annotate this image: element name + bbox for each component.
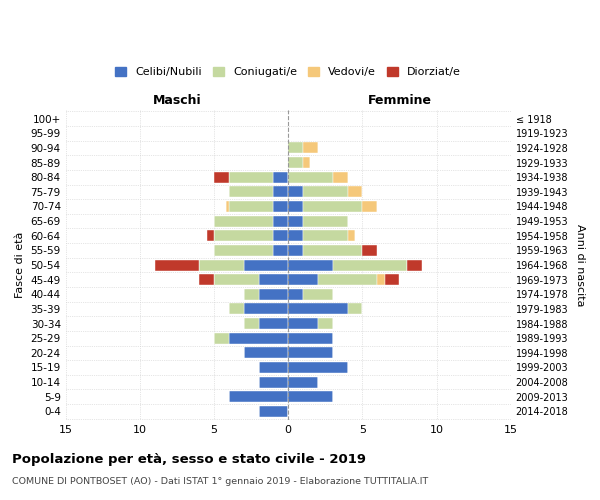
Bar — [259, 318, 288, 329]
Bar — [288, 274, 318, 285]
Bar — [303, 142, 318, 154]
Bar — [259, 406, 288, 417]
Bar — [288, 186, 303, 198]
Bar — [288, 230, 303, 241]
Bar — [229, 186, 274, 198]
Bar — [229, 304, 244, 314]
Bar — [385, 274, 400, 285]
Bar — [214, 245, 274, 256]
Text: Femmine: Femmine — [367, 94, 431, 107]
Bar — [303, 245, 362, 256]
Bar — [229, 172, 274, 182]
Bar — [303, 201, 362, 212]
Bar — [229, 391, 288, 402]
Bar — [303, 157, 310, 168]
Bar — [199, 274, 214, 285]
Bar — [303, 186, 347, 198]
Bar — [347, 304, 362, 314]
Text: Maschi: Maschi — [152, 94, 201, 107]
Bar — [288, 332, 332, 344]
Bar — [303, 289, 333, 300]
Bar — [274, 172, 288, 182]
Bar — [259, 376, 288, 388]
Bar — [332, 260, 407, 270]
Bar — [229, 201, 274, 212]
Bar — [226, 201, 229, 212]
Legend: Celibi/Nubili, Coniugati/e, Vedovi/e, Diorziat/e: Celibi/Nubili, Coniugati/e, Vedovi/e, Di… — [111, 62, 466, 82]
Text: COMUNE DI PONTBOSET (AO) - Dati ISTAT 1° gennaio 2019 - Elaborazione TUTTITALIA.: COMUNE DI PONTBOSET (AO) - Dati ISTAT 1°… — [12, 478, 428, 486]
Bar — [318, 318, 333, 329]
Bar — [347, 230, 355, 241]
Bar — [155, 260, 199, 270]
Bar — [377, 274, 385, 285]
Bar — [362, 245, 377, 256]
Bar — [274, 230, 288, 241]
Bar — [318, 274, 377, 285]
Y-axis label: Fasce di età: Fasce di età — [15, 232, 25, 298]
Bar — [274, 186, 288, 198]
Bar — [288, 142, 303, 154]
Bar — [259, 274, 288, 285]
Bar — [288, 157, 303, 168]
Bar — [244, 260, 288, 270]
Bar — [288, 362, 347, 373]
Bar — [244, 289, 259, 300]
Y-axis label: Anni di nascita: Anni di nascita — [575, 224, 585, 306]
Bar — [214, 230, 274, 241]
Bar — [362, 201, 377, 212]
Bar — [214, 332, 229, 344]
Bar — [214, 274, 259, 285]
Bar — [259, 362, 288, 373]
Bar — [288, 216, 303, 226]
Bar — [347, 186, 362, 198]
Bar — [199, 260, 244, 270]
Bar — [274, 216, 288, 226]
Bar — [244, 304, 288, 314]
Bar — [274, 245, 288, 256]
Bar — [288, 260, 332, 270]
Bar — [274, 201, 288, 212]
Text: Popolazione per età, sesso e stato civile - 2019: Popolazione per età, sesso e stato civil… — [12, 452, 366, 466]
Bar — [332, 172, 347, 182]
Bar — [259, 289, 288, 300]
Bar — [288, 245, 303, 256]
Bar — [206, 230, 214, 241]
Bar — [214, 216, 274, 226]
Bar — [288, 376, 318, 388]
Bar — [303, 230, 347, 241]
Bar — [288, 348, 332, 358]
Bar — [288, 391, 332, 402]
Bar — [244, 318, 259, 329]
Bar — [288, 172, 332, 182]
Bar — [303, 216, 347, 226]
Bar — [407, 260, 422, 270]
Bar — [288, 201, 303, 212]
Bar — [288, 289, 303, 300]
Bar — [244, 348, 288, 358]
Bar — [214, 172, 229, 182]
Bar — [288, 304, 347, 314]
Bar — [229, 332, 288, 344]
Bar — [288, 318, 318, 329]
